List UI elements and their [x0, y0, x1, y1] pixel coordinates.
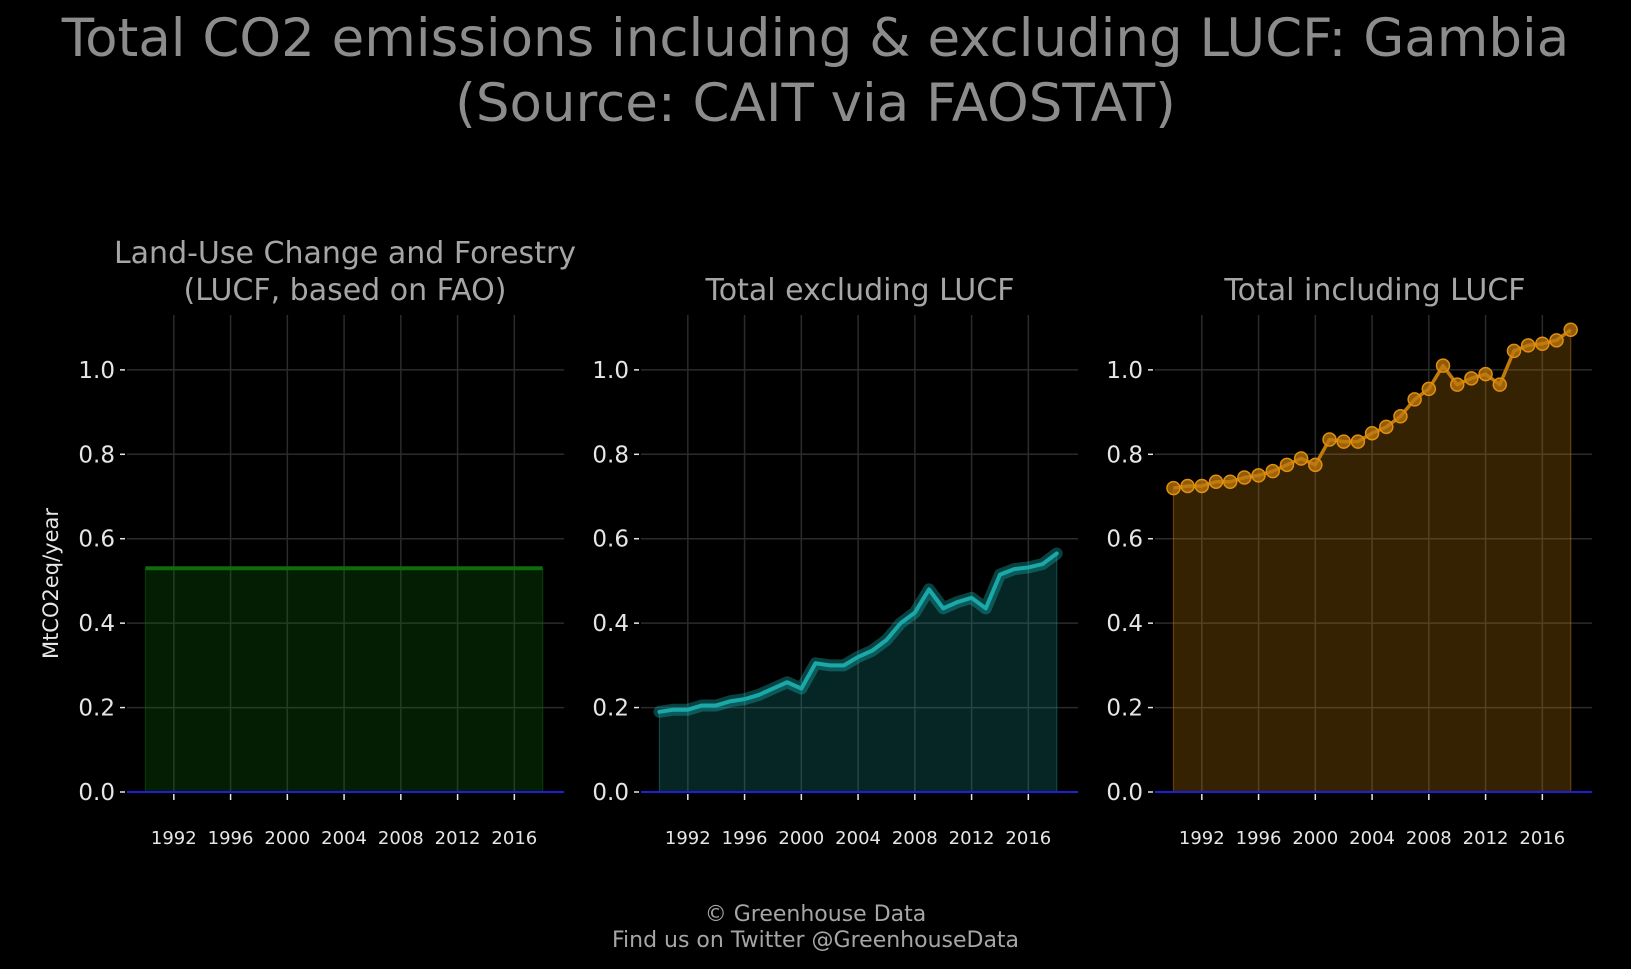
- panel-3-point-2007: [1407, 392, 1422, 407]
- panel-3-point-1993: [1208, 474, 1224, 489]
- panel-2-series-line: [657, 551, 1059, 714]
- panel-1-area-fill: [145, 568, 543, 792]
- panel-3-point-2016: [1535, 336, 1550, 351]
- panel-1-title-line-1: Land-Use Change and Forestry: [113, 236, 577, 271]
- panel-3-ytick-label-5: 1.0: [1106, 358, 1143, 384]
- panel-1-xtick-label-6: 2016: [491, 828, 537, 849]
- panel-3-point-2012: [1478, 366, 1493, 382]
- panel-3-xtick-label-4: 2008: [1406, 828, 1452, 849]
- panel-2-xtick-label-6: 2016: [1005, 828, 1051, 849]
- panel-2-xtick-label-5: 2012: [949, 828, 995, 849]
- panel-3-xtick-label-0: 1992: [1179, 828, 1225, 849]
- panel-3-point-1998: [1279, 457, 1295, 473]
- panel-2-ytick-label-3: 0.6: [592, 527, 629, 553]
- panel-3-point-2010: [1449, 377, 1465, 392]
- panel-3-point-1994: [1222, 474, 1238, 489]
- panel-3-point-1990: [1166, 480, 1181, 496]
- panel-3-title: Total including LUCF: [1224, 273, 1526, 308]
- panel-1-ytick-label-2: 0.4: [78, 611, 115, 637]
- panel-3-ytick-label-3: 0.6: [1106, 527, 1143, 553]
- panel-3-point-2000: [1308, 457, 1323, 473]
- panel-3-point-2006: [1393, 409, 1408, 424]
- panel-1-ytick-label-0: 0.0: [78, 780, 115, 806]
- panel-2: 0.0 0.2 0.4 0.6 0.8 1.0 1992 1996 2000 2004 2008 20…: [592, 315, 1078, 849]
- panel-3-xtick-label-1: 1996: [1236, 828, 1282, 849]
- panel-3-point-2002: [1336, 434, 1351, 449]
- y-axis-label: MtCO2eq/year: [39, 508, 63, 659]
- panel-1-ytick-label-1: 0.2: [78, 696, 115, 722]
- panel-3: 0.0 0.2 0.4 0.6 0.8 1.0 1992 1996 2000 2004 2008 20…: [1106, 315, 1592, 849]
- panel-1-xtick-label-5: 2012: [435, 828, 481, 849]
- panel-3-point-2008: [1421, 381, 1437, 397]
- panel-2-xtick-label-2: 2000: [778, 828, 824, 849]
- panel-3-point-1999: [1293, 451, 1309, 466]
- panel-1-ytick-label-5: 1.0: [78, 358, 115, 384]
- panel-2-xtick-label-3: 2004: [835, 828, 881, 849]
- panel-3-point-2003: [1350, 434, 1366, 449]
- panel-1-xtick-label-3: 2004: [321, 828, 367, 849]
- footer-twitter: Find us on Twitter @GreenhouseData: [611, 928, 1020, 953]
- panel-1-title-line-2: (LUCF, based on FAO): [183, 273, 507, 308]
- footer-copyright: © Greenhouse Data: [704, 902, 927, 927]
- panel-2-xtick-label-0: 1992: [665, 828, 711, 849]
- panel-3-point-2017: [1549, 333, 1564, 348]
- panel-3-ytick-label-2: 0.4: [1106, 611, 1143, 637]
- panel-1-xtick-label-1: 1996: [208, 828, 254, 849]
- panel-3-point-1996: [1251, 468, 1266, 483]
- panel-1-xtick-label-0: 1992: [151, 828, 197, 849]
- panel-3-point-2014: [1506, 343, 1522, 359]
- panel-3-point-2015: [1520, 338, 1536, 353]
- panel-3-point-2009: [1435, 358, 1451, 373]
- panel-3-xtick-label-3: 2004: [1349, 828, 1395, 849]
- panel-3-ytick-label-1: 0.2: [1106, 696, 1143, 722]
- panel-1-ytick-label-4: 0.8: [78, 442, 115, 468]
- panel-3-ytick-label-4: 0.8: [1106, 442, 1143, 468]
- panel-1-ytick-label-3: 0.6: [78, 527, 115, 553]
- chart-title-line-2: (Source: CAIT via FAOSTAT): [455, 73, 1176, 134]
- chart-title-line-1: Total CO2 emissions including & excludin…: [61, 8, 1570, 69]
- panel-3-xtick-label-2: 2000: [1292, 828, 1338, 849]
- panel-2-ytick-label-0: 0.0: [592, 780, 629, 806]
- panel-3-point-2005: [1379, 419, 1394, 435]
- panel-3-point-2001: [1322, 432, 1337, 447]
- panel-2-area-fill: [659, 553, 1057, 792]
- panel-2-ytick-label-5: 1.0: [592, 358, 629, 384]
- panel-3-point-1991: [1180, 478, 1195, 494]
- panel-2-ytick-label-2: 0.4: [592, 611, 629, 637]
- panel-1: 0.0 0.2 0.4 0.6 0.8 1.0 1992 1996 2000 2004 2008 20…: [39, 315, 564, 849]
- panel-3-point-1997: [1265, 463, 1281, 479]
- panel-1-xtick-label-2: 2000: [264, 828, 310, 849]
- panel-3-xtick-label-5: 2012: [1463, 828, 1509, 849]
- panel-3-point-1992: [1194, 478, 1210, 494]
- panel-3-point-2004: [1364, 425, 1380, 441]
- panel-2-title: Total excluding LUCF: [705, 273, 1015, 308]
- panel-1-xtick-label-4: 2008: [378, 828, 424, 849]
- panel-2-ytick-label-1: 0.2: [592, 696, 629, 722]
- panel-2-xtick-label-1: 1996: [722, 828, 768, 849]
- panel-3-area-fill: [1173, 329, 1571, 792]
- panel-3-point-2018: [1563, 322, 1578, 338]
- panel-3-point-1995: [1237, 470, 1252, 485]
- panel-2-xtick-label-4: 2008: [892, 828, 938, 849]
- panel-3-point-2013: [1492, 377, 1508, 392]
- panel-3-xtick-label-6: 2016: [1519, 828, 1565, 849]
- panel-3-point-2011: [1464, 371, 1479, 386]
- panel-2-ytick-label-4: 0.8: [592, 442, 629, 468]
- panel-3-ytick-label-0: 0.0: [1106, 780, 1143, 806]
